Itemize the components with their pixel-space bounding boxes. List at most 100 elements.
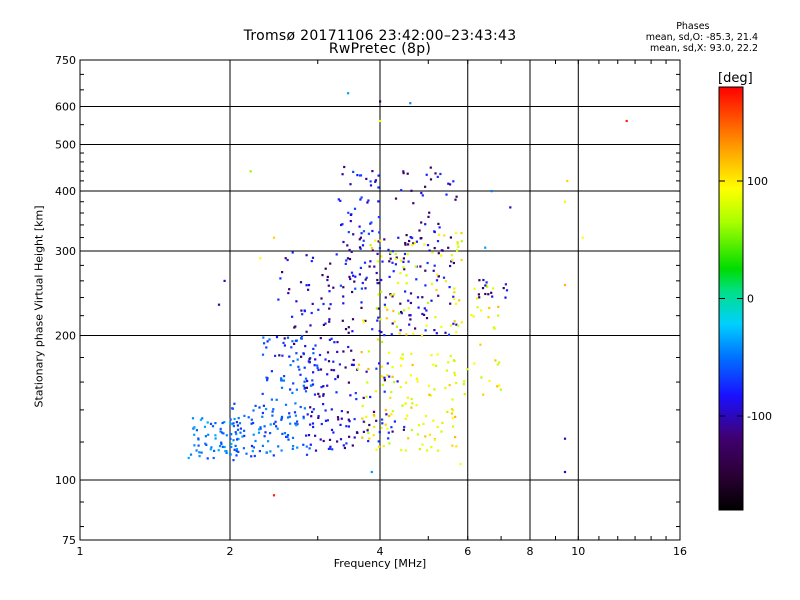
data-point [393, 420, 396, 423]
data-point [305, 445, 308, 448]
data-point [326, 275, 329, 278]
data-point [473, 287, 476, 290]
data-point [453, 291, 456, 294]
data-point [429, 178, 433, 181]
data-point [293, 326, 296, 329]
data-point [289, 388, 292, 391]
data-point [281, 379, 284, 382]
data-point [425, 309, 428, 312]
data-point [416, 296, 420, 299]
data-point [336, 376, 339, 379]
data-point [286, 258, 289, 262]
data-point [331, 448, 334, 451]
data-point [377, 186, 380, 189]
data-point [330, 408, 333, 411]
data-point [395, 256, 398, 259]
data-point [258, 406, 261, 409]
data-point [384, 423, 387, 426]
data-point [409, 318, 412, 321]
data-point [403, 425, 406, 429]
data-point [341, 223, 344, 226]
data-point [352, 170, 355, 173]
data-point [360, 287, 363, 290]
data-point [210, 446, 213, 449]
data-point [269, 450, 272, 453]
data-point [453, 371, 456, 374]
data-point [344, 366, 347, 369]
data-point [359, 266, 362, 269]
data-point [351, 290, 354, 294]
data-point [444, 386, 447, 390]
data-point [439, 172, 442, 176]
data-point [400, 189, 403, 192]
data-point [396, 380, 399, 383]
data-point [482, 393, 485, 396]
data-point [362, 430, 365, 433]
data-point [400, 448, 403, 452]
data-point [312, 371, 315, 374]
data-point [230, 445, 233, 449]
scatter-points [187, 92, 628, 497]
colorbar-ticks: 100 0 -100 [719, 175, 772, 423]
data-point [424, 223, 427, 226]
data-point [259, 427, 262, 430]
data-point [365, 276, 368, 279]
data-point [302, 384, 305, 387]
data-point [321, 274, 324, 277]
data-point [391, 261, 394, 264]
data-point [455, 445, 458, 448]
data-point [274, 354, 277, 357]
data-point [283, 344, 286, 347]
data-point [376, 278, 379, 282]
data-point [237, 437, 240, 441]
data-point [406, 253, 409, 256]
data-point [403, 252, 407, 256]
data-point [275, 425, 278, 428]
data-point [310, 260, 313, 263]
data-point [249, 170, 252, 173]
data-point [311, 256, 315, 259]
data-point [437, 294, 440, 297]
data-point [292, 360, 295, 363]
data-point [276, 427, 279, 430]
data-point [236, 424, 239, 427]
data-point [275, 336, 279, 339]
data-point [293, 411, 297, 414]
data-point [360, 232, 363, 235]
data-point [358, 246, 362, 249]
data-point [341, 173, 344, 176]
data-point [371, 229, 374, 233]
data-point [352, 233, 355, 236]
data-point [403, 309, 406, 312]
data-point [326, 373, 329, 376]
data-point [415, 240, 418, 243]
data-point [404, 290, 407, 293]
data-point [447, 182, 450, 185]
data-point [313, 364, 316, 367]
data-point [225, 434, 228, 437]
data-point [312, 352, 315, 355]
data-point [229, 437, 232, 440]
data-point [328, 307, 331, 310]
data-point [280, 417, 283, 420]
data-point [264, 431, 267, 434]
data-point [436, 240, 440, 243]
data-point [234, 431, 237, 434]
data-point [453, 297, 456, 300]
data-point [319, 438, 322, 441]
data-point [391, 322, 394, 325]
data-point [496, 363, 499, 366]
data-point [451, 444, 454, 447]
data-point [482, 278, 485, 282]
data-point [492, 326, 495, 329]
data-point [336, 416, 340, 419]
data-point [382, 444, 385, 448]
data-point [397, 281, 400, 284]
data-point [432, 419, 435, 422]
data-point [381, 260, 384, 263]
y-tick-label: 75 [62, 534, 76, 547]
data-point [250, 444, 254, 448]
data-point [357, 363, 361, 366]
data-point [318, 395, 321, 398]
data-point [407, 260, 410, 263]
